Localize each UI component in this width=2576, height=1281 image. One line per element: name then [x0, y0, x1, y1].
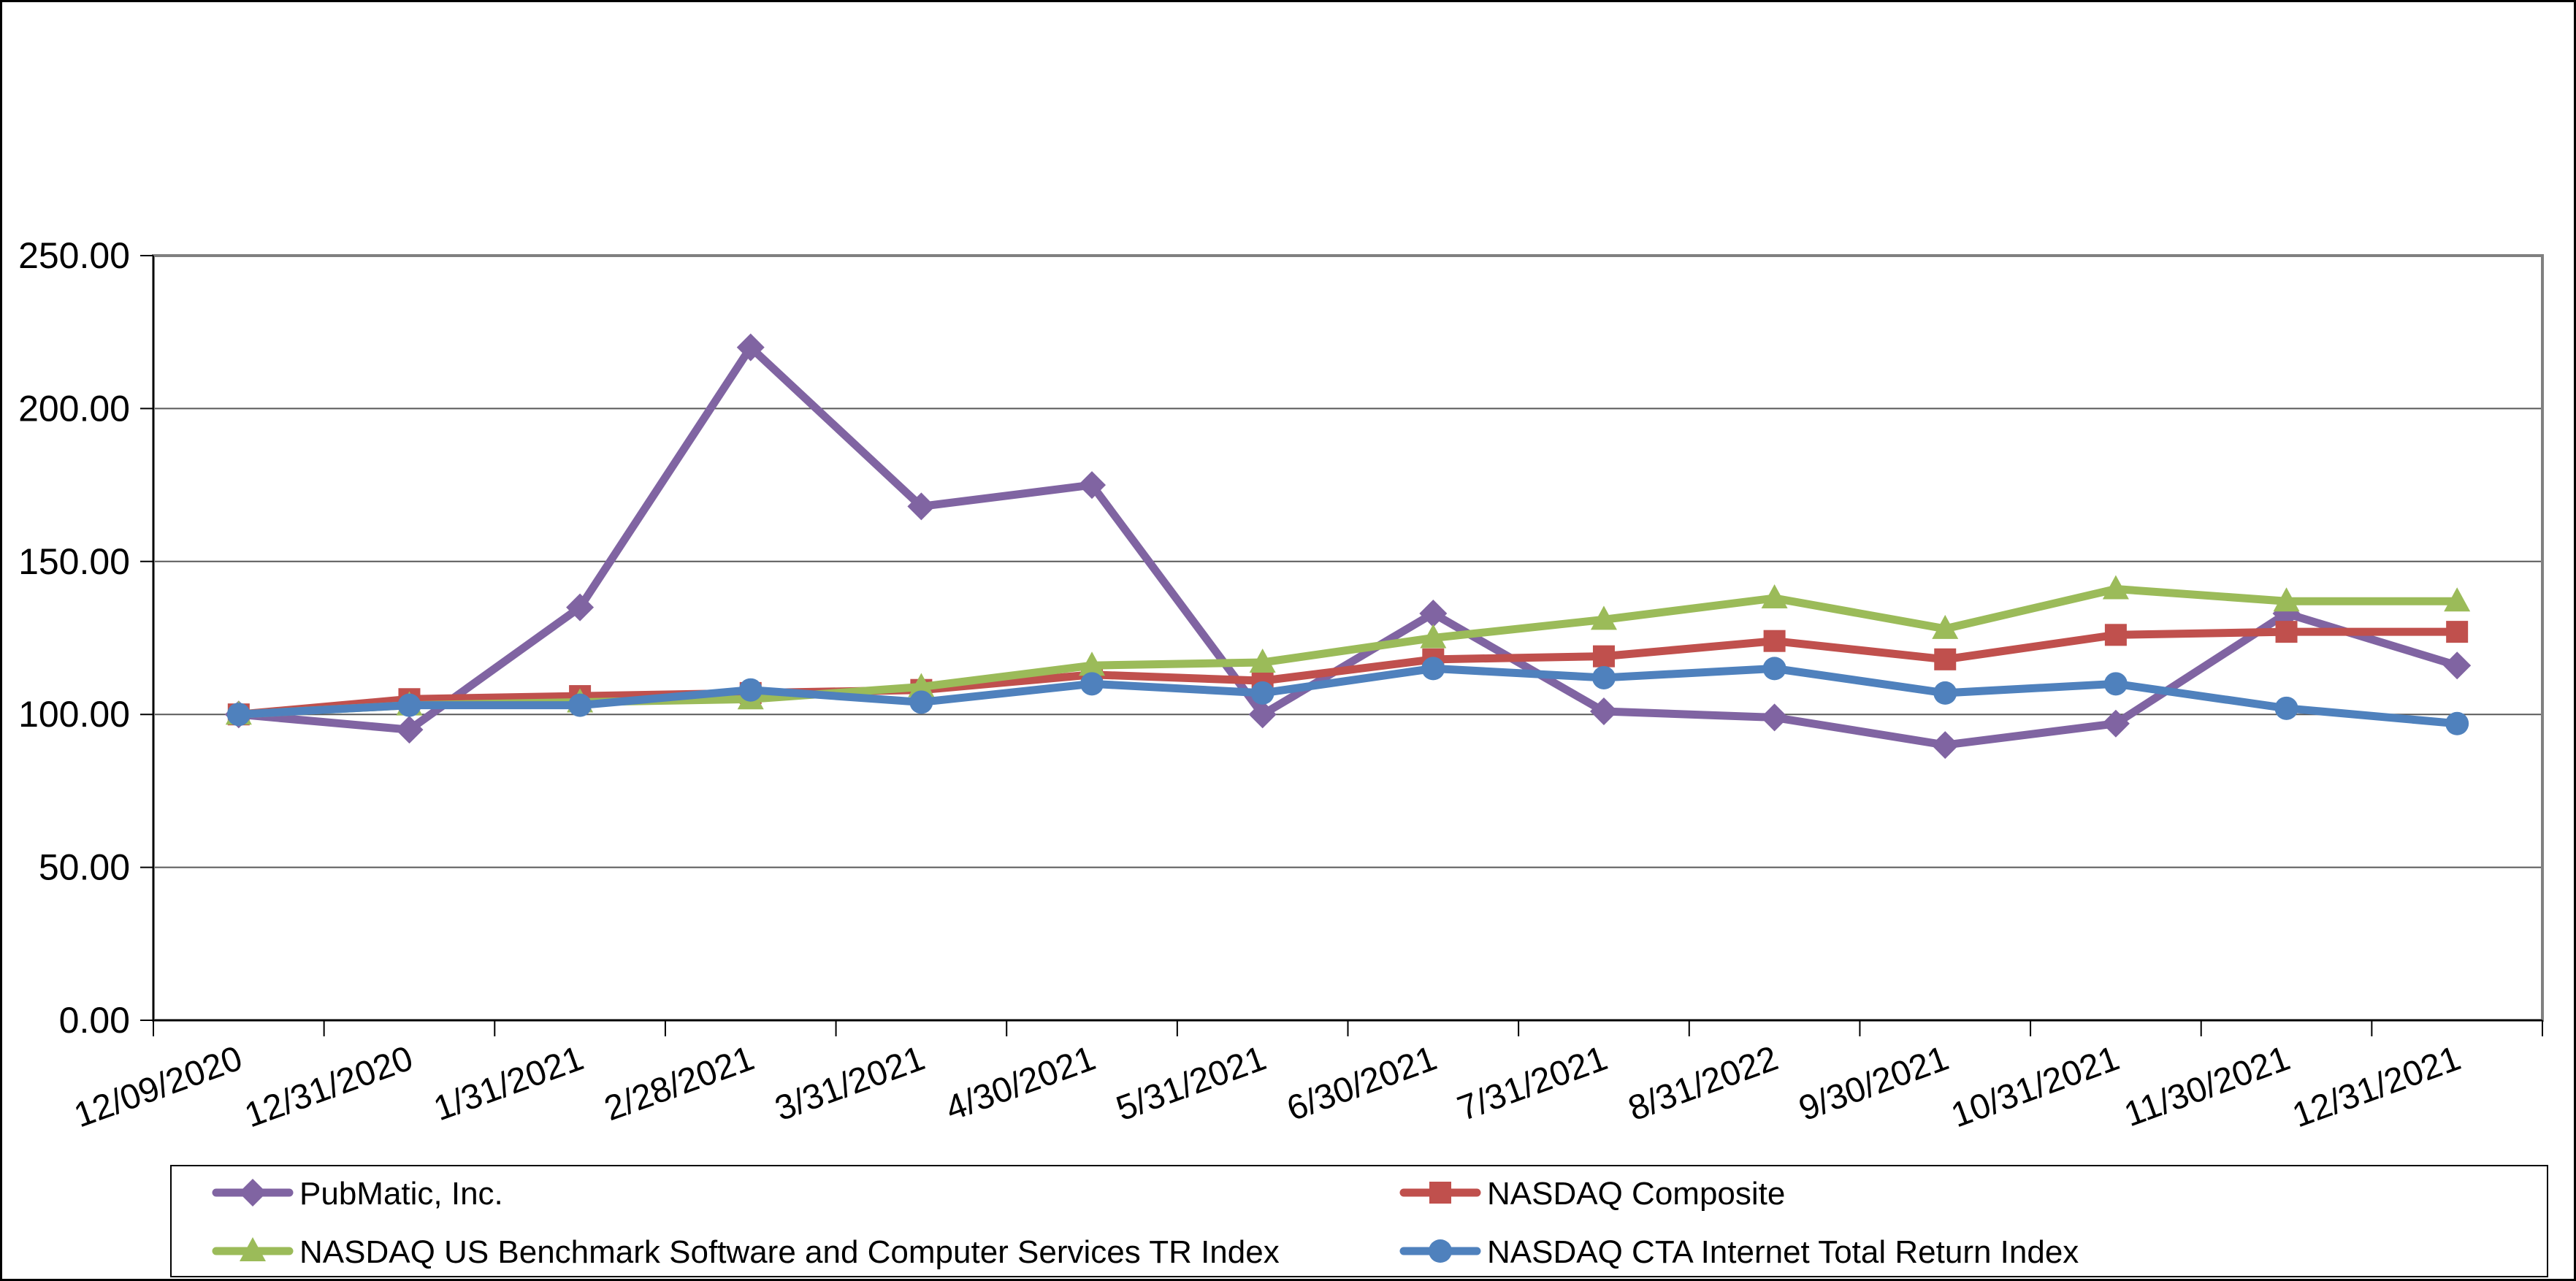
legend-box	[170, 1165, 2548, 1277]
data-point-marker	[1248, 700, 1277, 729]
data-point-marker	[2275, 621, 2298, 643]
data-point-marker	[1420, 624, 1447, 649]
data-point-marker	[226, 703, 251, 727]
y-axis-label: 0.00	[59, 1000, 130, 1041]
data-point-marker	[2274, 696, 2298, 720]
legend-swatch-marker	[1429, 1182, 1451, 1204]
legend-label: NASDAQ US Benchmark Software and Compute…	[299, 1234, 1280, 1270]
data-point-marker	[1932, 614, 1959, 639]
data-point-marker	[1249, 649, 1276, 673]
data-point-marker	[568, 693, 592, 717]
data-point-marker	[1419, 599, 1448, 627]
data-point-marker	[395, 716, 424, 744]
data-point-marker	[2446, 621, 2469, 643]
data-point-marker	[1592, 645, 1615, 668]
series-line-nasdaq-composite	[234, 627, 2461, 719]
data-point-marker	[909, 690, 933, 714]
data-point-marker	[2445, 711, 2469, 735]
data-point-marker	[1931, 731, 1960, 760]
data-point-marker	[1762, 657, 1786, 681]
legend-label: NASDAQ CTA Internet Total Return Index	[1487, 1234, 2079, 1270]
data-point-marker	[1078, 471, 1107, 500]
y-axis-label: 50.00	[39, 847, 130, 888]
series-line-nasdaq-cta-internet-total-return-index	[234, 664, 2461, 728]
data-point-marker	[1590, 605, 1617, 630]
legend-swatch-marker	[239, 1179, 267, 1207]
data-point-marker	[1250, 681, 1274, 705]
legend-swatch-marker	[240, 1237, 266, 1261]
data-point-marker	[907, 492, 936, 521]
data-point-marker	[1080, 672, 1104, 696]
legend-label: NASDAQ Composite	[1487, 1176, 1785, 1212]
data-point-marker	[1591, 665, 1616, 689]
y-axis-label: 250.00	[18, 235, 130, 276]
data-point-marker	[1933, 681, 1957, 705]
data-point-marker	[1421, 657, 1445, 681]
data-point-marker	[738, 678, 763, 702]
data-point-marker	[566, 593, 595, 622]
data-point-marker	[2104, 624, 2127, 646]
legend-label: PubMatic, Inc.	[299, 1176, 503, 1212]
data-point-marker	[2103, 672, 2128, 696]
data-point-marker	[1763, 630, 1786, 652]
data-point-marker	[908, 673, 935, 697]
y-axis-label: 100.00	[18, 694, 130, 735]
data-point-marker	[2443, 651, 2472, 680]
y-axis-label: 150.00	[18, 541, 130, 582]
data-point-marker	[1761, 584, 1788, 609]
data-point-marker	[397, 693, 421, 717]
data-point-marker	[1760, 703, 1789, 732]
data-point-marker	[736, 333, 765, 362]
data-point-marker	[2444, 587, 2471, 612]
legend-swatch-marker	[1429, 1239, 1452, 1263]
data-point-marker	[2273, 587, 2300, 612]
data-point-marker	[2101, 709, 2130, 738]
series-line-pubmatic-inc	[234, 343, 2461, 749]
y-axis-label: 200.00	[18, 388, 130, 429]
data-point-marker	[1934, 648, 1957, 670]
data-point-marker	[1589, 697, 1618, 726]
data-point-marker	[1079, 651, 1106, 676]
data-point-marker	[2102, 575, 2129, 600]
